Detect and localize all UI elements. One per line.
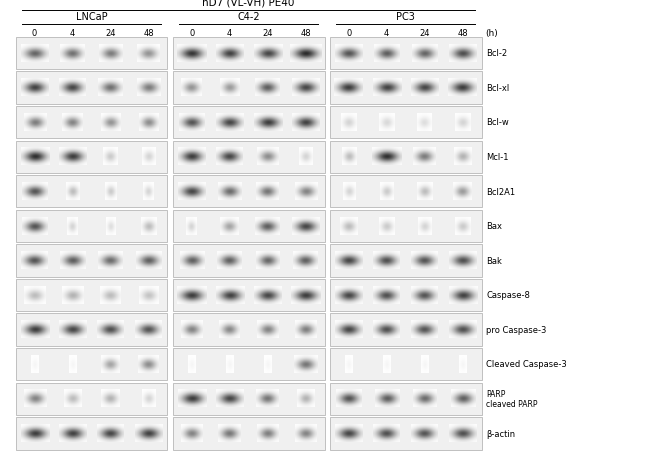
Text: pro Caspase-3: pro Caspase-3 [486,325,547,334]
Text: Bcl-xl: Bcl-xl [486,84,510,93]
Text: 4: 4 [384,29,389,38]
Text: PC3: PC3 [396,12,415,22]
Bar [330,314,482,346]
Bar [330,210,482,243]
Bar [16,279,168,312]
Bar [16,417,168,450]
Bar [330,176,482,208]
Text: Mcl-1: Mcl-1 [486,153,509,162]
Bar [16,383,168,415]
Text: Bak: Bak [486,256,502,265]
Text: β-actin: β-actin [486,429,515,438]
Text: Bax: Bax [486,222,502,231]
Text: 48: 48 [143,29,154,38]
Text: 4: 4 [70,29,75,38]
Bar [173,142,324,173]
Text: 0: 0 [189,29,194,38]
Bar [330,142,482,173]
Text: hD7 (VL-VH) PE40: hD7 (VL-VH) PE40 [202,0,295,8]
Bar [16,107,168,139]
Bar [173,107,324,139]
Bar [330,72,482,105]
Bar [16,245,168,277]
Text: (h): (h) [485,29,498,38]
Bar [16,210,168,243]
Bar [173,314,324,346]
Bar [173,245,324,277]
Bar [16,349,168,380]
Bar [173,72,324,105]
Text: Bcl2A1: Bcl2A1 [486,187,515,196]
Bar [173,383,324,415]
Text: PARP
cleaved PARP: PARP cleaved PARP [486,389,538,409]
Text: Bcl-w: Bcl-w [486,118,509,127]
Bar [16,176,168,208]
Bar [330,245,482,277]
Bar [173,38,324,70]
Bar [330,38,482,70]
Bar [16,142,168,173]
Text: 48: 48 [300,29,311,38]
Text: Cleaved Caspase-3: Cleaved Caspase-3 [486,360,567,369]
Text: 48: 48 [458,29,468,38]
Bar [173,349,324,380]
Bar [16,314,168,346]
Bar [330,383,482,415]
Text: 24: 24 [105,29,116,38]
Bar [330,279,482,312]
Text: Caspase-8: Caspase-8 [486,291,530,300]
Text: 24: 24 [419,29,430,38]
Bar [16,72,168,105]
Bar [173,417,324,450]
Bar [330,349,482,380]
Bar [173,210,324,243]
Bar [173,279,324,312]
Text: LNCaP: LNCaP [76,12,107,22]
Text: 4: 4 [227,29,232,38]
Bar [330,107,482,139]
Bar [16,38,168,70]
Text: C4-2: C4-2 [237,12,260,22]
Text: 0: 0 [32,29,37,38]
Text: Bcl-2: Bcl-2 [486,49,507,58]
Bar [330,417,482,450]
Text: 0: 0 [346,29,352,38]
Text: 24: 24 [263,29,273,38]
Bar [173,176,324,208]
